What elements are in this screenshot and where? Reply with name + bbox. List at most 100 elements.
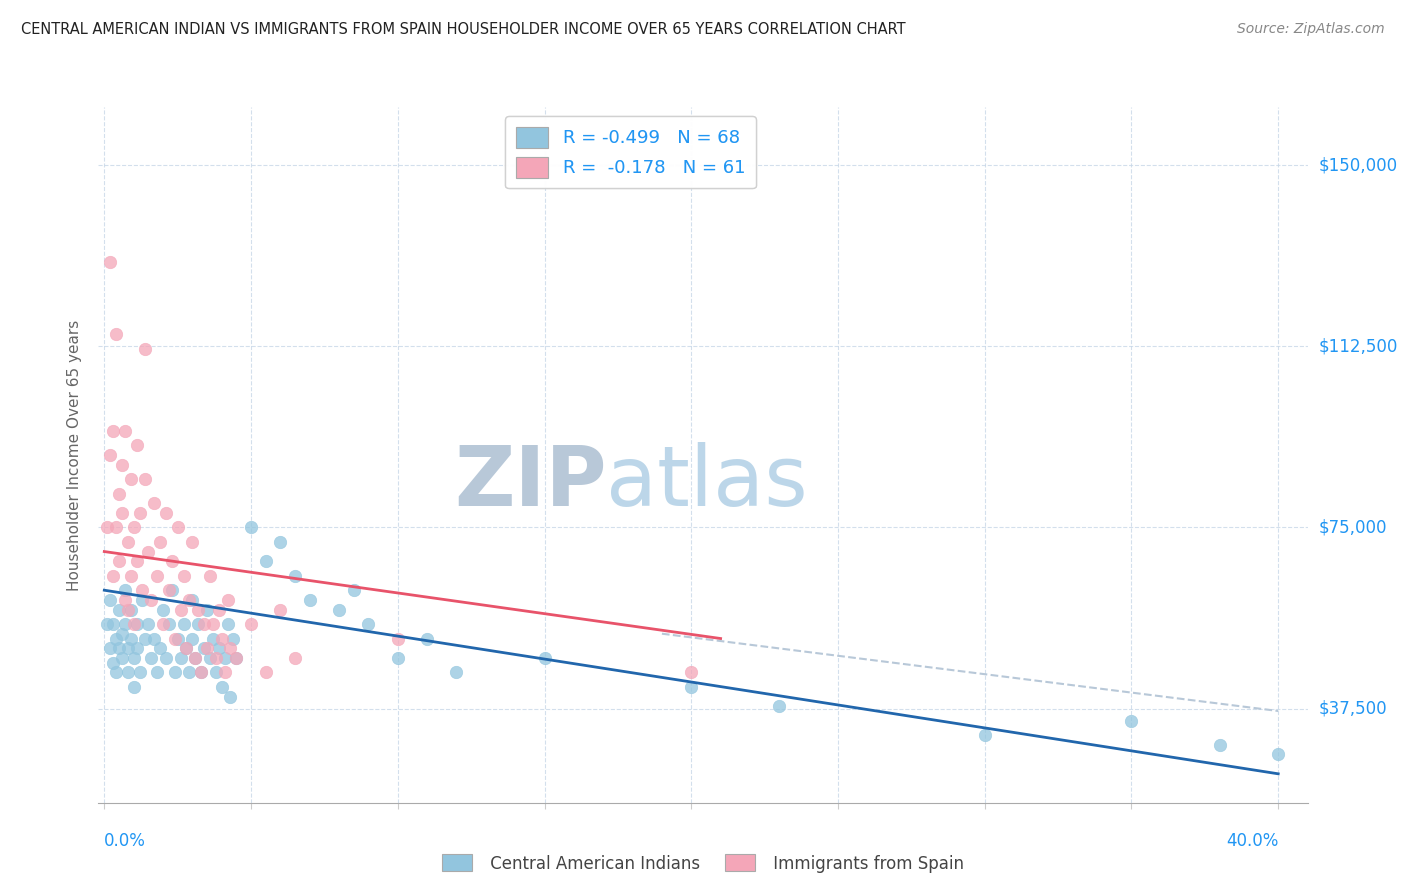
- Y-axis label: Householder Income Over 65 years: Householder Income Over 65 years: [67, 319, 83, 591]
- Point: [768, 699, 790, 714]
- Point: [134, 472, 156, 486]
- Point: [681, 680, 703, 694]
- Point: [114, 583, 136, 598]
- Point: [114, 617, 136, 632]
- Point: [125, 641, 148, 656]
- Point: [98, 254, 121, 268]
- Point: [120, 602, 142, 616]
- Point: [195, 641, 218, 656]
- Point: [136, 544, 159, 558]
- Point: [125, 617, 148, 632]
- Point: [166, 520, 188, 534]
- Point: [533, 651, 555, 665]
- Point: [298, 592, 321, 607]
- Point: [160, 583, 183, 598]
- Point: [328, 602, 350, 616]
- Point: [98, 592, 121, 607]
- Text: $112,500: $112,500: [1319, 337, 1398, 355]
- Point: [222, 632, 245, 646]
- Point: [219, 690, 242, 704]
- Point: [131, 583, 153, 598]
- Point: [193, 641, 215, 656]
- Point: [152, 602, 174, 616]
- Point: [198, 568, 221, 582]
- Point: [169, 602, 191, 616]
- Point: [446, 665, 468, 680]
- Point: [117, 665, 139, 680]
- Point: [111, 506, 134, 520]
- Point: [173, 568, 195, 582]
- Point: [143, 496, 166, 510]
- Point: [111, 651, 134, 665]
- Point: [155, 506, 177, 520]
- Point: [681, 665, 703, 680]
- Point: [105, 665, 128, 680]
- Point: [98, 641, 121, 656]
- Point: [111, 626, 134, 640]
- Point: [269, 534, 291, 549]
- Point: [96, 520, 118, 534]
- Point: [96, 617, 118, 632]
- Point: [128, 665, 150, 680]
- Point: [157, 583, 180, 598]
- Point: [108, 486, 131, 500]
- Legend: R = -0.499   N = 68, R =  -0.178   N = 61: R = -0.499 N = 68, R = -0.178 N = 61: [505, 116, 756, 188]
- Point: [166, 632, 188, 646]
- Point: [195, 602, 218, 616]
- Point: [176, 641, 198, 656]
- Point: [240, 520, 263, 534]
- Point: [146, 665, 169, 680]
- Point: [120, 632, 142, 646]
- Point: [193, 617, 215, 632]
- Point: [149, 534, 172, 549]
- Point: [101, 656, 124, 670]
- Point: [141, 592, 163, 607]
- Text: CENTRAL AMERICAN INDIAN VS IMMIGRANTS FROM SPAIN HOUSEHOLDER INCOME OVER 65 YEAR: CENTRAL AMERICAN INDIAN VS IMMIGRANTS FR…: [21, 22, 905, 37]
- Point: [160, 554, 183, 568]
- Point: [111, 458, 134, 472]
- Point: [387, 651, 409, 665]
- Text: $75,000: $75,000: [1319, 518, 1388, 536]
- Point: [143, 632, 166, 646]
- Point: [105, 327, 128, 342]
- Point: [108, 554, 131, 568]
- Point: [152, 617, 174, 632]
- Point: [101, 617, 124, 632]
- Point: [190, 665, 212, 680]
- Point: [157, 617, 180, 632]
- Point: [357, 617, 380, 632]
- Point: [190, 665, 212, 680]
- Point: [181, 632, 204, 646]
- Point: [187, 602, 209, 616]
- Point: [217, 617, 239, 632]
- Point: [214, 651, 236, 665]
- Point: [254, 554, 277, 568]
- Point: [149, 641, 172, 656]
- Point: [163, 632, 186, 646]
- Point: [117, 602, 139, 616]
- Point: [204, 651, 226, 665]
- Point: [114, 424, 136, 438]
- Point: [187, 617, 209, 632]
- Point: [120, 568, 142, 582]
- Point: [343, 583, 366, 598]
- Point: [284, 651, 307, 665]
- Point: [101, 568, 124, 582]
- Text: 0.0%: 0.0%: [104, 831, 146, 850]
- Point: [146, 568, 169, 582]
- Point: [173, 617, 195, 632]
- Point: [225, 651, 247, 665]
- Point: [101, 424, 124, 438]
- Point: [201, 617, 224, 632]
- Point: [179, 592, 201, 607]
- Text: atlas: atlas: [606, 442, 808, 524]
- Point: [176, 641, 198, 656]
- Point: [122, 520, 145, 534]
- Point: [136, 617, 159, 632]
- Point: [181, 534, 204, 549]
- Point: [208, 641, 231, 656]
- Point: [204, 665, 226, 680]
- Point: [217, 592, 239, 607]
- Point: [128, 506, 150, 520]
- Point: [973, 728, 995, 742]
